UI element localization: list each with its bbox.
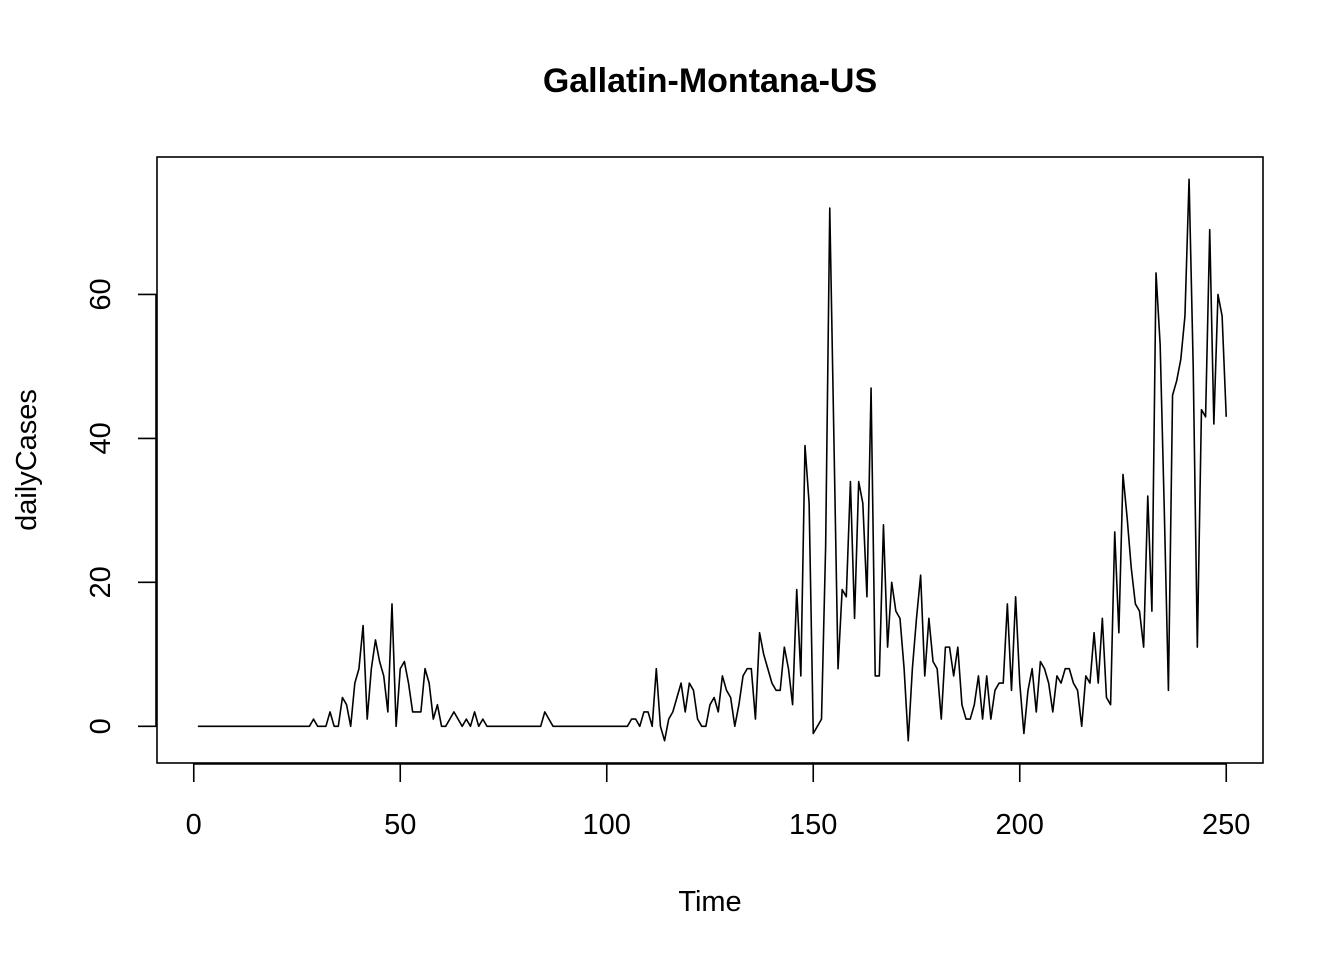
x-tick-label: 50 [384, 809, 416, 841]
x-tick-label: 150 [789, 809, 837, 841]
x-axis: 0 50 100 150 200 250 [186, 763, 1250, 841]
y-axis-label: dailyCases [11, 389, 43, 531]
daily-cases-series-line [197, 178, 1228, 742]
y-tick-label: 0 [85, 718, 117, 734]
x-tick-label: 0 [186, 809, 202, 841]
y-tick-label: 20 [85, 566, 117, 598]
chart-title: Gallatin-Montana-US [543, 62, 877, 100]
x-axis-label: Time [678, 886, 741, 918]
plot-area-frame [156, 156, 1264, 764]
y-axis: 0 20 40 60 [85, 278, 157, 734]
x-tick-label: 250 [1202, 809, 1250, 841]
y-tick-label: 60 [85, 278, 117, 310]
x-tick-label: 100 [583, 809, 631, 841]
y-tick-label: 40 [85, 422, 117, 454]
x-tick-label: 200 [996, 809, 1044, 841]
